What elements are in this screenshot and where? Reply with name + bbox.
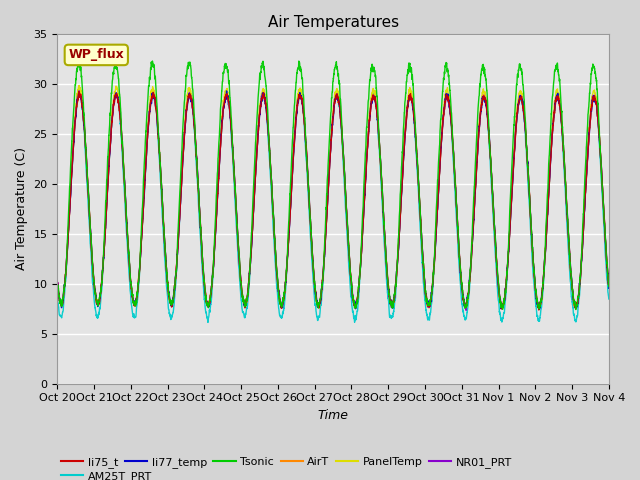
X-axis label: Time: Time [317, 409, 349, 422]
Legend: AM25T_PRT: AM25T_PRT [57, 467, 157, 480]
Y-axis label: Air Temperature (C): Air Temperature (C) [15, 147, 28, 270]
Text: WP_flux: WP_flux [68, 48, 124, 61]
Legend: li75_t, li77_temp, Tsonic, AirT, PanelTemp, NR01_PRT: li75_t, li77_temp, Tsonic, AirT, PanelTe… [57, 452, 516, 472]
Title: Air Temperatures: Air Temperatures [268, 15, 399, 30]
